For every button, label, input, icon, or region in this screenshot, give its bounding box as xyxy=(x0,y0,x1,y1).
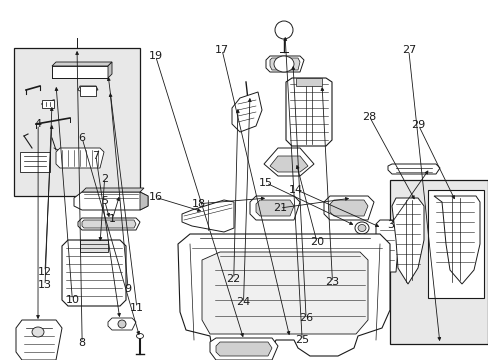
Text: 26: 26 xyxy=(299,313,312,323)
Text: 3: 3 xyxy=(386,220,393,230)
Ellipse shape xyxy=(273,56,293,72)
Polygon shape xyxy=(78,86,98,92)
Polygon shape xyxy=(269,156,307,172)
Polygon shape xyxy=(80,240,108,252)
Text: 8: 8 xyxy=(79,338,85,348)
Text: 27: 27 xyxy=(401,45,415,55)
Polygon shape xyxy=(108,318,136,330)
Ellipse shape xyxy=(354,222,368,234)
Polygon shape xyxy=(265,56,304,72)
Ellipse shape xyxy=(136,333,143,338)
Polygon shape xyxy=(285,78,331,146)
Polygon shape xyxy=(80,86,96,96)
Text: 4: 4 xyxy=(35,119,41,129)
Text: 19: 19 xyxy=(148,51,162,61)
Text: 24: 24 xyxy=(236,297,250,307)
Polygon shape xyxy=(56,148,104,168)
Polygon shape xyxy=(108,62,112,78)
Polygon shape xyxy=(216,342,271,356)
Text: 13: 13 xyxy=(38,280,52,291)
Text: 11: 11 xyxy=(130,303,143,313)
Polygon shape xyxy=(269,58,299,70)
Text: 25: 25 xyxy=(295,335,308,345)
Text: 9: 9 xyxy=(124,284,131,294)
Ellipse shape xyxy=(274,21,292,39)
Polygon shape xyxy=(329,200,367,216)
Polygon shape xyxy=(264,148,313,176)
Text: 12: 12 xyxy=(38,267,52,277)
Text: 20: 20 xyxy=(309,237,323,247)
Polygon shape xyxy=(82,188,143,192)
Polygon shape xyxy=(256,200,293,216)
Polygon shape xyxy=(52,62,112,66)
Polygon shape xyxy=(52,66,108,78)
Text: 29: 29 xyxy=(410,120,425,130)
Text: 7: 7 xyxy=(92,150,99,161)
Polygon shape xyxy=(209,338,278,360)
Polygon shape xyxy=(62,240,126,306)
Polygon shape xyxy=(202,252,367,334)
Ellipse shape xyxy=(32,327,44,337)
Text: 1: 1 xyxy=(109,214,116,224)
Text: 22: 22 xyxy=(226,274,241,284)
Polygon shape xyxy=(295,78,321,86)
Text: 16: 16 xyxy=(148,192,162,202)
Polygon shape xyxy=(78,218,140,230)
Text: 28: 28 xyxy=(362,112,376,122)
Ellipse shape xyxy=(118,320,126,328)
Polygon shape xyxy=(20,152,50,172)
Text: 10: 10 xyxy=(65,295,79,305)
Text: 23: 23 xyxy=(325,277,339,287)
Polygon shape xyxy=(231,92,262,132)
Text: 15: 15 xyxy=(259,178,272,188)
Text: 21: 21 xyxy=(272,203,286,213)
Polygon shape xyxy=(375,220,399,272)
Text: 17: 17 xyxy=(215,45,228,55)
Polygon shape xyxy=(324,196,373,220)
Polygon shape xyxy=(178,234,389,356)
Polygon shape xyxy=(249,196,299,220)
Polygon shape xyxy=(391,198,423,284)
Text: 14: 14 xyxy=(289,185,303,195)
Polygon shape xyxy=(16,320,62,360)
Text: 2: 2 xyxy=(101,174,108,184)
Text: 5: 5 xyxy=(101,196,108,206)
Polygon shape xyxy=(433,196,479,284)
Polygon shape xyxy=(82,220,136,228)
Text: 6: 6 xyxy=(79,133,85,143)
Bar xyxy=(389,180,487,344)
Bar xyxy=(427,190,483,298)
Polygon shape xyxy=(74,192,148,210)
Ellipse shape xyxy=(357,225,365,231)
Polygon shape xyxy=(140,192,148,210)
Polygon shape xyxy=(387,164,439,174)
Polygon shape xyxy=(42,100,54,108)
Polygon shape xyxy=(182,200,234,232)
Bar xyxy=(14,48,140,196)
Text: 18: 18 xyxy=(191,199,205,209)
